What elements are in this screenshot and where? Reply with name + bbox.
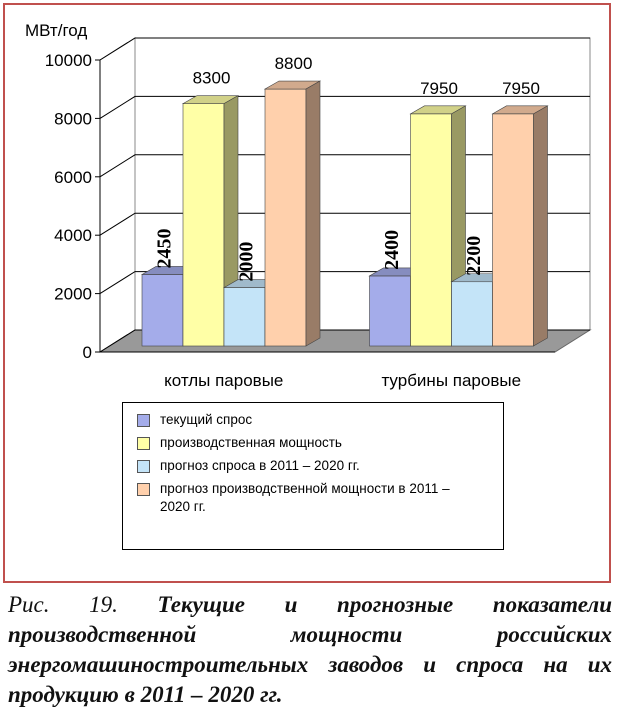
caption-text: Текущие и прогнозные показатели производ… (8, 592, 612, 707)
data-label: 2450 (154, 228, 176, 268)
data-label: 8800 (275, 54, 313, 73)
bar (451, 281, 493, 347)
bar (182, 103, 225, 347)
data-label: 2400 (381, 230, 403, 270)
x-tick-label: котлы паровые (164, 371, 283, 390)
side-wall (99, 37, 136, 353)
legend-swatch (137, 414, 150, 427)
legend-swatch (137, 437, 150, 450)
legend-label: текущий спрос (160, 412, 253, 427)
bar (223, 287, 266, 347)
x-tick-label: турбины паровые (381, 371, 521, 390)
data-label: 2000 (236, 242, 258, 282)
legend: текущий спрос производственная мощность пр… (122, 402, 504, 550)
y-tick-label: 0 (83, 343, 92, 362)
chart: МВт/год 0 2000 4000 6000 8000 10000 котлы паро… (25, 21, 592, 390)
y-tick-label: 4000 (54, 226, 92, 245)
bar (492, 113, 534, 347)
caption-label: Рис. 19. (8, 592, 118, 617)
figure-frame (3, 3, 611, 583)
legend-swatch (137, 460, 150, 473)
bar-side (305, 80, 321, 347)
data-label: 7950 (502, 79, 540, 98)
bar (141, 274, 184, 347)
grid-line (99, 37, 590, 61)
data-label: 2200 (463, 236, 485, 276)
y-axis-label: МВт/год (25, 21, 87, 40)
legend-swatch (137, 483, 150, 496)
bar-side (533, 105, 548, 347)
legend-label: производственная мощность (160, 435, 342, 450)
y-tick-label: 2000 (54, 285, 92, 304)
bar (410, 113, 452, 347)
legend-item: производственная мощность (137, 434, 503, 452)
bar (369, 275, 411, 347)
legend-item: прогноз производственной мощности в 2011… (137, 480, 503, 516)
caption: Рис. 19. Текущие и прогнозные показатели… (8, 590, 612, 710)
y-tick-label: 10000 (45, 51, 92, 70)
bar (264, 88, 307, 347)
legend-label: прогноз спроса в 2011 – 2020 гг. (160, 458, 360, 473)
legend-label: прогноз производственной мощности в 2011… (160, 481, 450, 514)
legend-item: текущий спрос (137, 411, 503, 429)
y-tick-label: 6000 (54, 168, 92, 187)
grid-line (99, 95, 590, 119)
y-tick-label: 8000 (54, 109, 92, 128)
data-label: 7950 (420, 79, 458, 98)
legend-item: прогноз спроса в 2011 – 2020 гг. (137, 457, 503, 475)
data-label: 8300 (193, 69, 231, 88)
